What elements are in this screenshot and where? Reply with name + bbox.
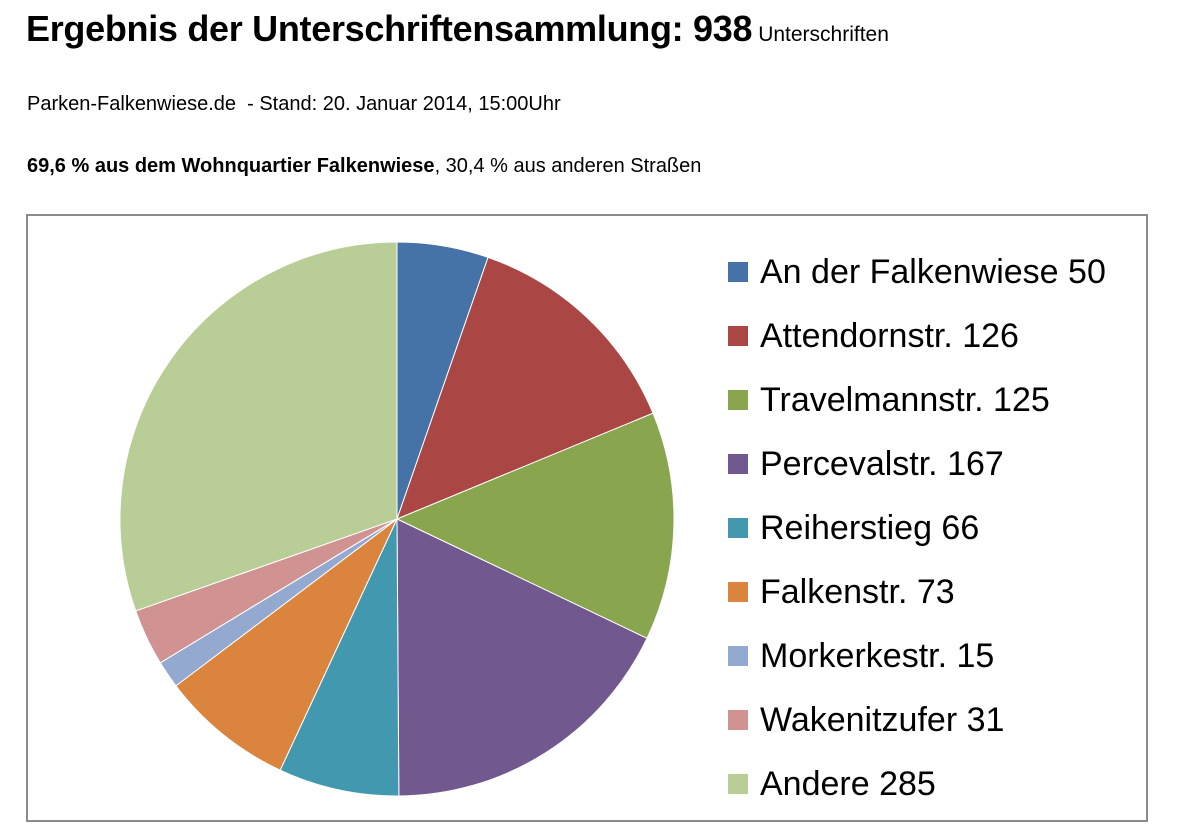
legend-label: Attendornstr. 126 (760, 316, 1019, 355)
legend-item-0: An der Falkenwiese 50 (728, 240, 1106, 304)
pie-slice-1 (396, 256, 654, 520)
title-unit: Unterschriften (758, 23, 889, 46)
legend-label: Wakenitzufer 31 (760, 700, 1005, 739)
legend-label: Falkenstr. 73 (760, 572, 955, 611)
chart-title: Ergebnis der Unterschriftensammlung: 938… (26, 8, 889, 50)
legend-label: An der Falkenwiese 50 (760, 252, 1106, 291)
legend-item-7: Wakenitzufer 31 (728, 688, 1106, 752)
legend-item-4: Reiherstieg 66 (728, 496, 1106, 560)
legend-swatch (728, 582, 748, 602)
legend-label: Reiherstieg 66 (760, 508, 980, 547)
legend-swatch (728, 326, 748, 346)
legend-item-2: Travelmannstr. 125 (728, 368, 1106, 432)
legend-item-5: Falkenstr. 73 (728, 560, 1106, 624)
legend-swatch (728, 646, 748, 666)
chart-area: An der Falkenwiese 50 Attendornstr. 126 Tr… (26, 214, 1148, 822)
pie-slice-8 (119, 241, 398, 612)
summary-line: 69,6 % aus dem Wohnquartier Falkenwiese,… (27, 155, 701, 178)
subtitle: Parken-Falkenwiese.de - Stand: 20. Janua… (27, 93, 561, 115)
legend-label: Percevalstr. 167 (760, 444, 1004, 483)
legend-swatch (728, 774, 748, 794)
pie-slice-3 (396, 518, 648, 797)
title-main: Ergebnis der Unterschriftensammlung: 938 (26, 8, 753, 49)
pie-slice-2 (395, 412, 675, 640)
legend-item-6: Morkerkestr. 15 (728, 624, 1106, 688)
pie-slice-4 (279, 518, 400, 797)
legend-swatch (728, 518, 748, 538)
chart-legend: An der Falkenwiese 50 Attendornstr. 126 Tr… (728, 240, 1106, 816)
legend-swatch (728, 262, 748, 282)
legend-item-1: Attendornstr. 126 (728, 304, 1106, 368)
legend-swatch (728, 390, 748, 410)
pie-chart (119, 241, 675, 797)
legend-item-8: Andere 285 (728, 752, 1106, 816)
legend-swatch (728, 454, 748, 474)
legend-label: Morkerkestr. 15 (760, 636, 995, 675)
legend-item-3: Percevalstr. 167 (728, 432, 1106, 496)
pie-slice-5 (175, 518, 398, 771)
legend-label: Travelmannstr. 125 (760, 380, 1050, 419)
summary-bold: 69,6 % aus dem Wohnquartier Falkenwiese (27, 155, 435, 177)
summary-rest: , 30,4 % aus anderen Straßen (434, 155, 702, 177)
legend-swatch (728, 710, 748, 730)
legend-label: Andere 285 (760, 764, 936, 803)
